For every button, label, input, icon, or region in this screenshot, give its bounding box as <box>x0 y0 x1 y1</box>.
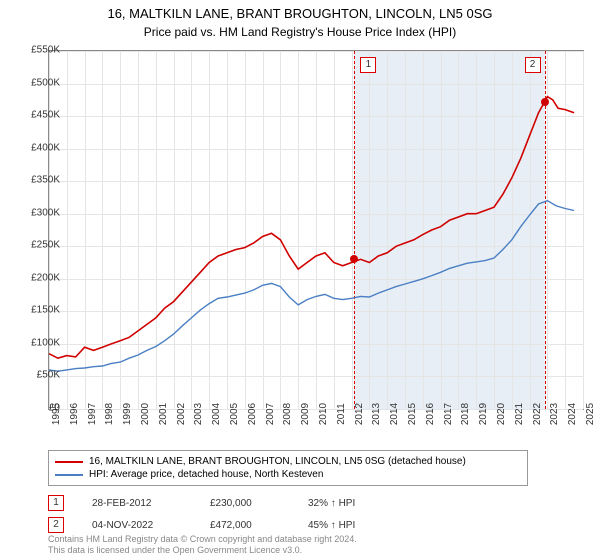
xtick-label: 2013 <box>371 403 382 425</box>
xtick-label: 1995 <box>51 403 62 425</box>
xtick-label: 2025 <box>585 403 596 425</box>
footer-line-1: Contains HM Land Registry data © Crown c… <box>48 534 357 545</box>
legend: 16, MALTKILN LANE, BRANT BROUGHTON, LINC… <box>48 450 528 486</box>
event-pct: 45% ↑ HPI <box>308 520 355 531</box>
event-price: £472,000 <box>210 520 280 531</box>
ytick-label: £250K <box>31 240 60 251</box>
legend-label: 16, MALTKILN LANE, BRANT BROUGHTON, LINC… <box>89 456 466 467</box>
xtick-label: 2012 <box>354 403 365 425</box>
chart-container: 16, MALTKILN LANE, BRANT BROUGHTON, LINC… <box>0 0 600 560</box>
xtick-label: 1999 <box>122 403 133 425</box>
legend-swatch <box>55 461 83 463</box>
xtick-label: 2021 <box>514 403 525 425</box>
ytick-label: £50K <box>37 370 60 381</box>
footer-attribution: Contains HM Land Registry data © Crown c… <box>48 534 357 557</box>
footer-line-2: This data is licensed under the Open Gov… <box>48 545 357 556</box>
event-number-box: 2 <box>48 517 64 533</box>
event-date: 04-NOV-2022 <box>92 520 182 531</box>
event-row: 2 04-NOV-2022 £472,000 45% ↑ HPI <box>48 514 355 536</box>
xtick-label: 2010 <box>318 403 329 425</box>
xtick-label: 2000 <box>140 403 151 425</box>
xtick-label: 2023 <box>549 403 560 425</box>
legend-row: HPI: Average price, detached house, Nort… <box>55 468 521 481</box>
xtick-label: 2005 <box>229 403 240 425</box>
xtick-label: 2008 <box>282 403 293 425</box>
ytick-label: £300K <box>31 207 60 218</box>
gridline-v <box>583 51 584 409</box>
series-svg <box>49 51 583 409</box>
ytick-label: £450K <box>31 110 60 121</box>
chart-subtitle: Price paid vs. HM Land Registry's House … <box>0 23 600 39</box>
legend-row: 16, MALTKILN LANE, BRANT BROUGHTON, LINC… <box>55 455 521 468</box>
ytick-label: £200K <box>31 272 60 283</box>
xtick-label: 2007 <box>265 403 276 425</box>
xtick-label: 2017 <box>443 403 454 425</box>
xtick-label: 2001 <box>158 403 169 425</box>
ytick-label: £100K <box>31 337 60 348</box>
event-date: 28-FEB-2012 <box>92 498 182 509</box>
plot-area: 12 <box>48 50 584 410</box>
ytick-label: £500K <box>31 77 60 88</box>
xtick-label: 2018 <box>460 403 471 425</box>
ytick-label: £550K <box>31 45 60 56</box>
ytick-label: £150K <box>31 305 60 316</box>
event-row: 1 28-FEB-2012 £230,000 32% ↑ HPI <box>48 492 355 514</box>
xtick-label: 2002 <box>176 403 187 425</box>
xtick-label: 2020 <box>496 403 507 425</box>
xtick-label: 2009 <box>300 403 311 425</box>
chart-title: 16, MALTKILN LANE, BRANT BROUGHTON, LINC… <box>0 0 600 23</box>
series-hpi <box>49 201 574 372</box>
legend-label: HPI: Average price, detached house, Nort… <box>89 469 323 480</box>
series-property <box>49 97 574 359</box>
ytick-label: £350K <box>31 175 60 186</box>
xtick-label: 2019 <box>478 403 489 425</box>
event-number-box: 1 <box>48 495 64 511</box>
event-pct: 32% ↑ HPI <box>308 498 355 509</box>
xtick-label: 2004 <box>211 403 222 425</box>
xtick-label: 2022 <box>532 403 543 425</box>
xtick-label: 2011 <box>336 403 347 425</box>
xtick-label: 1996 <box>69 403 80 425</box>
xtick-label: 2014 <box>389 403 400 425</box>
xtick-label: 1997 <box>87 403 98 425</box>
xtick-label: 2024 <box>567 403 578 425</box>
xtick-label: 2015 <box>407 403 418 425</box>
legend-swatch <box>55 474 83 476</box>
xtick-label: 2016 <box>425 403 436 425</box>
events-table: 1 28-FEB-2012 £230,000 32% ↑ HPI 2 04-NOV-202… <box>48 492 355 536</box>
xtick-label: 2003 <box>193 403 204 425</box>
event-price: £230,000 <box>210 498 280 509</box>
xtick-label: 2006 <box>247 403 258 425</box>
xtick-label: 1998 <box>104 403 115 425</box>
ytick-label: £400K <box>31 142 60 153</box>
